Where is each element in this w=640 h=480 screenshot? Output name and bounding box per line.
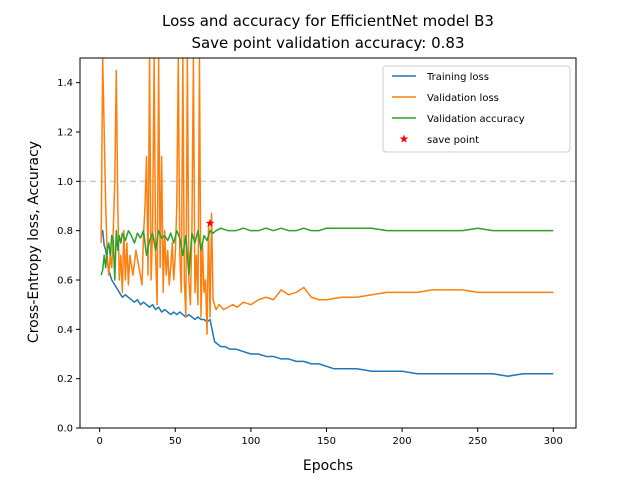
legend-label-validation-accuracy: Validation accuracy <box>427 114 525 125</box>
y-tick-label: 1.2 <box>57 128 73 139</box>
legend-label-validation-loss: Validation loss <box>427 93 499 104</box>
y-axis-label: Cross-Entropy loss, Accuracy <box>26 141 42 343</box>
x-tick-label: 150 <box>317 436 336 447</box>
x-tick-label: 200 <box>393 436 412 447</box>
y-tick-label: 0.4 <box>57 325 73 336</box>
legend-box <box>382 65 571 153</box>
x-axis-label: Epochs <box>303 458 353 474</box>
chart-title: Loss and accuracy for EfficientNet model… <box>162 12 494 30</box>
save-point-marker <box>205 218 215 227</box>
x-tick-label: 0 <box>96 436 102 447</box>
plot-frame <box>79 57 577 429</box>
y-tick-label: 1.4 <box>57 78 73 89</box>
series-layer <box>100 58 554 377</box>
y-tick-label: 1.0 <box>57 177 73 188</box>
legend-swatch-save-point <box>399 134 409 143</box>
legend-label-save-point: save point <box>427 135 479 146</box>
y-tick-label: 0.2 <box>57 374 73 385</box>
x-ticks: 0 50 100 150 200 250 300 <box>96 428 563 447</box>
y-tick-label: 0.0 <box>57 424 73 435</box>
legend-label-training-loss: Training loss <box>426 72 489 83</box>
chart-subtitle: Save point validation accuracy: 0.83 <box>191 34 464 52</box>
y-tick-label: 0.8 <box>57 226 73 237</box>
legend: Training loss Validation loss Validation… <box>382 65 571 153</box>
x-tick-label: 50 <box>169 436 182 447</box>
y-tick-label: 0.6 <box>57 276 73 287</box>
series-line-validation-loss <box>100 58 554 336</box>
x-tick-label: 300 <box>544 436 563 447</box>
x-tick-label: 100 <box>241 436 260 447</box>
series-line-training-loss <box>100 229 554 377</box>
x-tick-label: 250 <box>468 436 487 447</box>
y-ticks: 0.0 0.2 0.4 0.6 0.8 1.0 1.2 1.4 <box>57 78 80 435</box>
series-line-validation-accuracy <box>100 227 554 281</box>
